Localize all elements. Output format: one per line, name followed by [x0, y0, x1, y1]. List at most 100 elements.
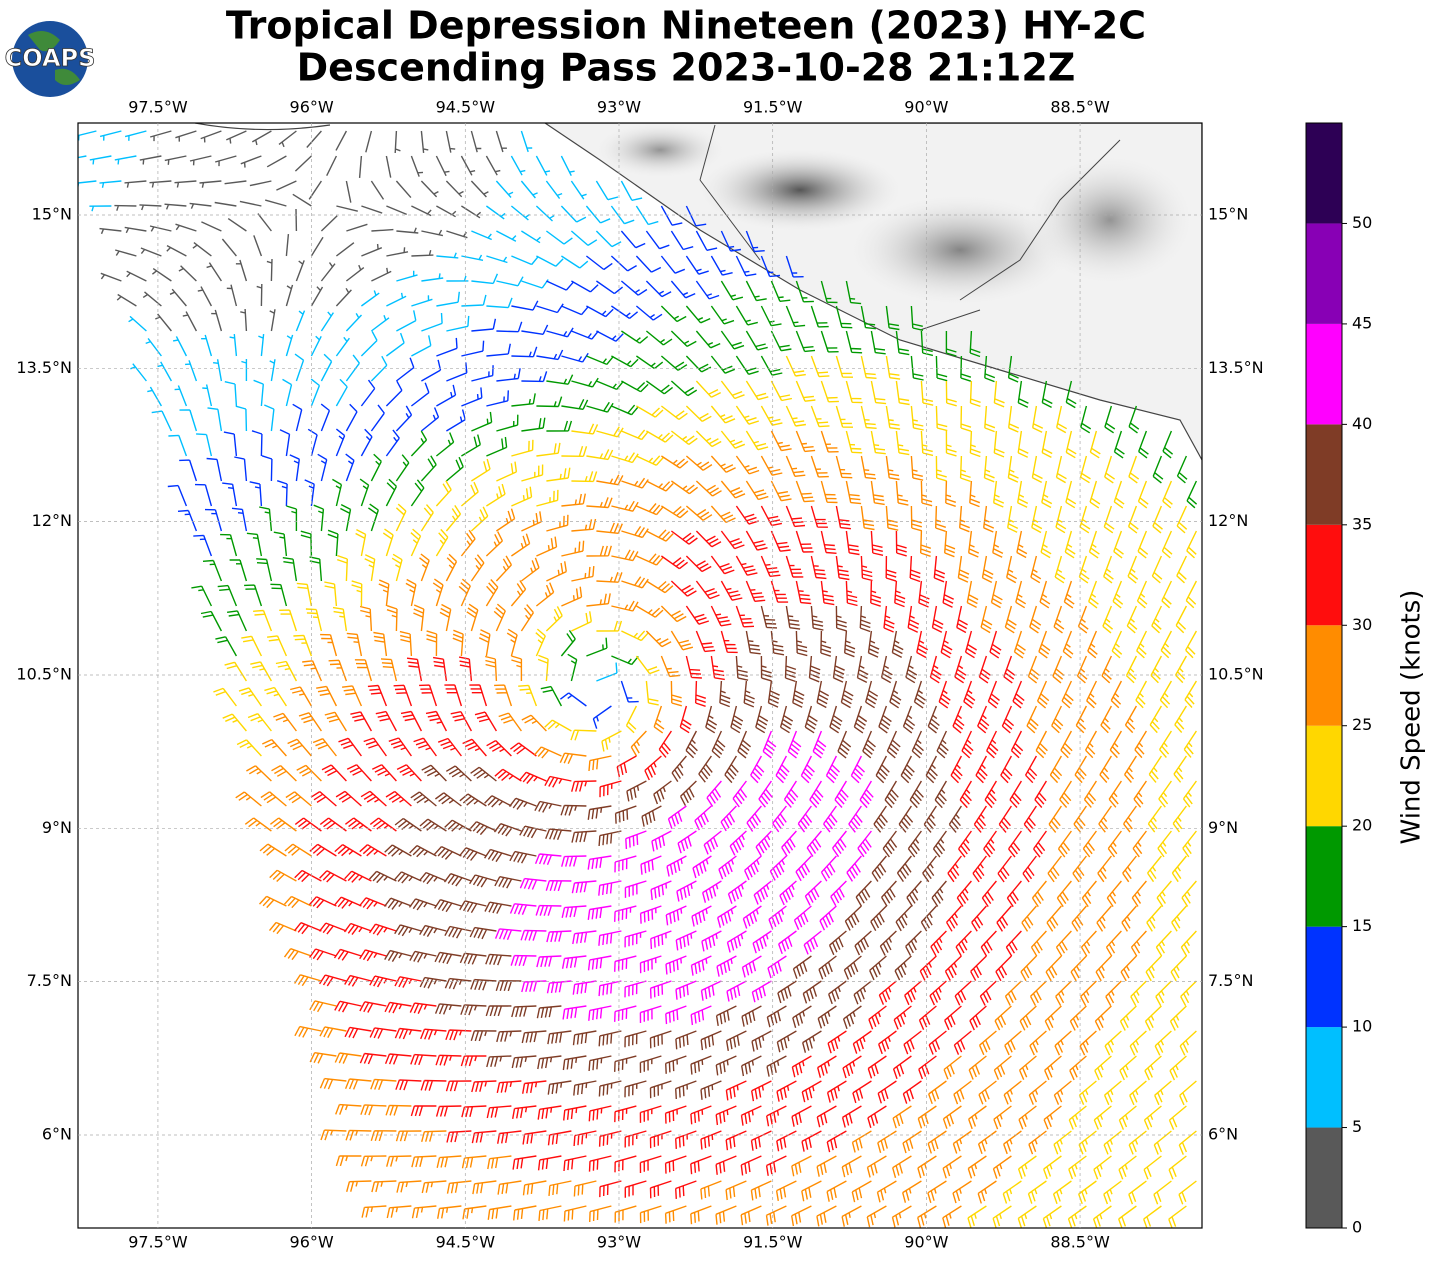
wind-barb: [1119, 1106, 1136, 1130]
wind-barb: [706, 706, 717, 733]
wind-barb: [893, 1206, 912, 1227]
wind-barb: [1021, 956, 1036, 981]
wind-barb: [446, 554, 456, 581]
wind-barb: [691, 1006, 711, 1025]
wind-barb: [896, 531, 906, 556]
wind-barb: [1145, 1056, 1162, 1080]
wind-barb: [1100, 756, 1112, 783]
wind-barb: [256, 559, 271, 581]
wind-barb: [1148, 856, 1162, 882]
wind-barb: [953, 706, 964, 733]
wind-barb: [435, 900, 462, 912]
wind-barb: [718, 906, 737, 928]
wind-barb: [471, 555, 484, 581]
wind-barb: [230, 334, 237, 356]
wind-barb: [295, 871, 322, 882]
wind-barb: [320, 871, 347, 882]
wind-barb: [795, 906, 812, 930]
colorbar-swatch: [1306, 726, 1342, 826]
wind-barb: [335, 1001, 362, 1012]
wind-barb: [611, 405, 638, 415]
wind-barb: [1062, 681, 1073, 708]
wind-barb: [879, 981, 896, 1005]
wind-barb: [538, 1106, 561, 1120]
wind-barb: [796, 531, 813, 552]
wind-barb: [563, 1056, 586, 1070]
wind-barb: [730, 831, 746, 855]
wind-barb: [208, 408, 222, 431]
wind-barb: [1153, 506, 1163, 533]
wind-barb: [100, 181, 122, 188]
wind-barb: [625, 981, 646, 997]
wind-barb: [878, 1181, 897, 1202]
wind-barb: [921, 431, 933, 455]
wind-barb: [933, 606, 944, 632]
wind-barb: [786, 456, 805, 476]
wind-barb: [461, 156, 475, 175]
wind-barb: [615, 856, 636, 872]
wind-barb: [796, 431, 815, 451]
wind-barb: [1087, 681, 1097, 708]
wind-barb: [611, 256, 636, 271]
wind-barb: [246, 766, 271, 781]
wind-barb: [411, 156, 423, 177]
wind-barb: [1150, 706, 1161, 733]
wind-barb: [248, 714, 271, 731]
wind-barb: [230, 560, 247, 581]
wind-barb: [386, 479, 396, 506]
wind-barb: [259, 507, 271, 531]
wind-barb: [741, 1156, 761, 1175]
wind-barb: [471, 980, 497, 991]
colorbar-swatch: [1306, 223, 1342, 323]
wind-barb: [412, 1156, 437, 1167]
wind-barb: [264, 688, 286, 707]
wind-barb: [1018, 1206, 1036, 1228]
wind-barb: [721, 581, 742, 600]
wind-barb: [561, 541, 583, 556]
wind-barb: [625, 1181, 646, 1198]
wind-barb: [328, 530, 338, 556]
wind-barb: [383, 529, 393, 556]
colorbar-tick-label: 10: [1352, 1017, 1372, 1036]
wind-barb: [1042, 431, 1052, 457]
wind-barb: [911, 506, 921, 531]
wind-barb: [992, 581, 1003, 608]
wind-barb: [413, 1206, 437, 1218]
wind-barb: [811, 306, 828, 327]
wind-barb: [420, 873, 447, 884]
wind-barb: [521, 465, 542, 482]
wind-barb: [1185, 681, 1196, 708]
wind-barb: [1007, 556, 1017, 583]
wind-barb: [463, 1156, 487, 1168]
wind-barb: [796, 381, 815, 401]
wind-barb: [258, 334, 263, 356]
wind-barb: [445, 927, 472, 939]
wind-barb: [711, 606, 731, 626]
wind-barb: [387, 606, 397, 631]
wind-barb: [1153, 456, 1163, 483]
wind-barb: [270, 870, 297, 881]
wind-barb: [261, 792, 287, 806]
wind-barb: [1171, 1006, 1187, 1031]
wind-barb: [886, 506, 898, 530]
wind-barb: [1113, 581, 1123, 608]
wind-barb: [615, 1156, 636, 1172]
wind-barb: [1149, 756, 1161, 782]
wind-barb: [336, 206, 357, 211]
wind-barb: [676, 981, 696, 1000]
wind-barb: [514, 1206, 537, 1220]
wind-barb: [521, 181, 537, 198]
wind-barb: [792, 1056, 811, 1077]
wind-barb: [1156, 981, 1172, 1006]
wind-barb: [158, 362, 172, 381]
wind-barb: [471, 507, 487, 531]
wind-barb: [1155, 1081, 1172, 1105]
wind-barb: [356, 530, 366, 556]
wind-barb: [461, 255, 483, 260]
wind-barb: [546, 421, 571, 431]
wind-barb: [571, 378, 598, 387]
wind-barb: [360, 479, 369, 506]
wind-barb: [310, 897, 337, 908]
wind-barb: [671, 681, 681, 706]
wind-barb: [280, 430, 290, 456]
